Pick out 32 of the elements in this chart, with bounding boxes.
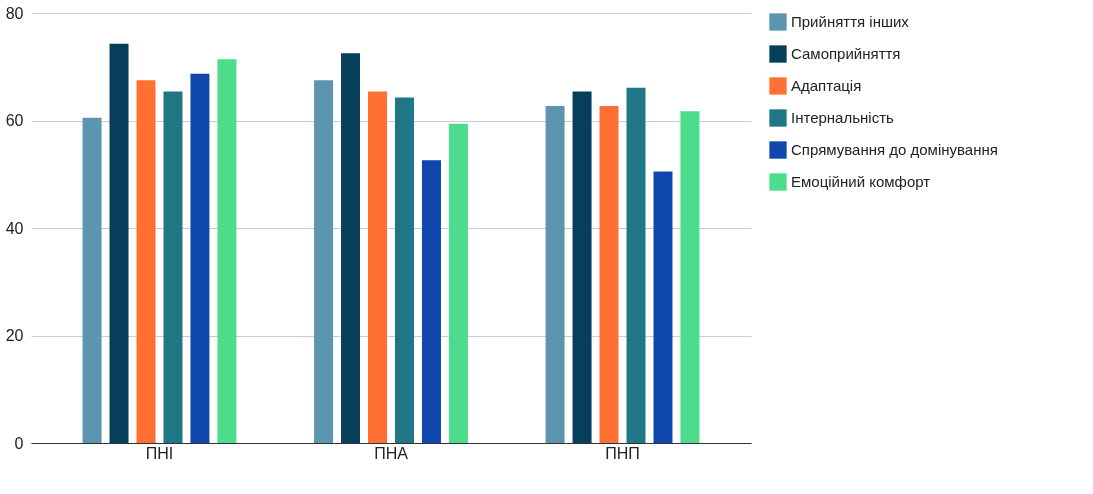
- y-tick-label: 80: [5, 4, 24, 22]
- bar: [448, 123, 468, 443]
- bar: [163, 91, 183, 443]
- y-tick-label: 20: [5, 327, 24, 344]
- y-tick-label: 40: [5, 219, 24, 237]
- y-tick-label: 0: [14, 434, 24, 452]
- legend-label: Прийняття інших: [791, 13, 910, 30]
- bar: [545, 105, 565, 443]
- bar: [314, 80, 334, 443]
- legend-label: Адаптація: [791, 77, 862, 94]
- x-tick-label: ПНІ: [145, 444, 174, 462]
- bar: [572, 91, 592, 443]
- bar: [653, 171, 673, 443]
- bar: [217, 59, 237, 443]
- legend-label: Інтернальність: [791, 109, 895, 126]
- bar: [626, 87, 646, 443]
- bar: [341, 53, 361, 443]
- bar: [82, 117, 102, 443]
- bar: [109, 43, 129, 443]
- y-tick-label: 60: [5, 112, 24, 129]
- bar: [190, 73, 210, 443]
- legend-label: Самоприйняття: [791, 45, 901, 62]
- bar: [368, 91, 388, 443]
- bar: [421, 160, 441, 443]
- bar: [599, 105, 619, 443]
- legend-label: Емоційний комфорт: [791, 173, 931, 190]
- bar: [394, 97, 414, 443]
- bar: [680, 111, 700, 443]
- legend-label: Спрямування до домінування: [791, 141, 998, 158]
- x-tick-label: ПНА: [374, 444, 409, 462]
- bar: [136, 80, 156, 443]
- x-tick-label: ПНП: [605, 444, 640, 462]
